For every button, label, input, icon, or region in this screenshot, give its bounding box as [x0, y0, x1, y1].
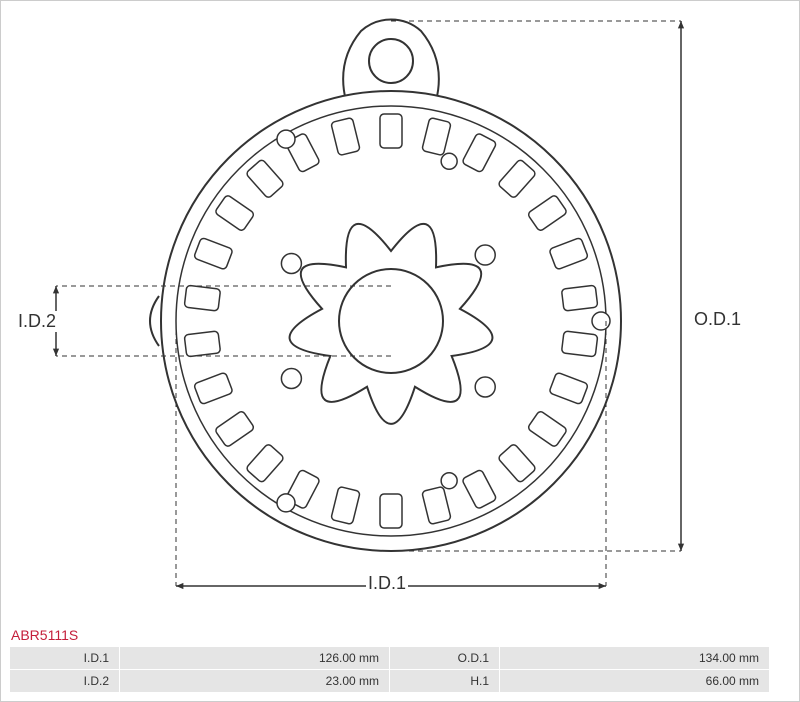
- label-id1: I.D.1: [366, 573, 408, 594]
- cell-id1-value: 126.00 mm: [120, 647, 390, 670]
- table-row: I.D.2 23.00 mm H.1 66.00 mm: [10, 670, 770, 693]
- table-row: I.D.1 126.00 mm O.D.1 134.00 mm: [10, 647, 770, 670]
- cell-id2-value: 23.00 mm: [120, 670, 390, 693]
- cell-id2-label: I.D.2: [10, 670, 120, 693]
- dimensions-table: I.D.1 126.00 mm O.D.1 134.00 mm I.D.2 23…: [9, 646, 770, 693]
- technical-drawing: O.D.1 I.D.1 I.D.2: [1, 1, 800, 631]
- part-number: ABR5111S: [11, 627, 78, 643]
- label-od1: O.D.1: [692, 309, 743, 330]
- label-id2: I.D.2: [16, 311, 58, 332]
- cell-h1-value: 66.00 mm: [500, 670, 770, 693]
- cell-od1-value: 134.00 mm: [500, 647, 770, 670]
- cell-od1-label: O.D.1: [390, 647, 500, 670]
- cell-id1-label: I.D.1: [10, 647, 120, 670]
- drawing-svg: [1, 1, 800, 631]
- diagram-container: O.D.1 I.D.1 I.D.2 ABR5111S I.D.1 126.00 …: [0, 0, 800, 702]
- cell-h1-label: H.1: [390, 670, 500, 693]
